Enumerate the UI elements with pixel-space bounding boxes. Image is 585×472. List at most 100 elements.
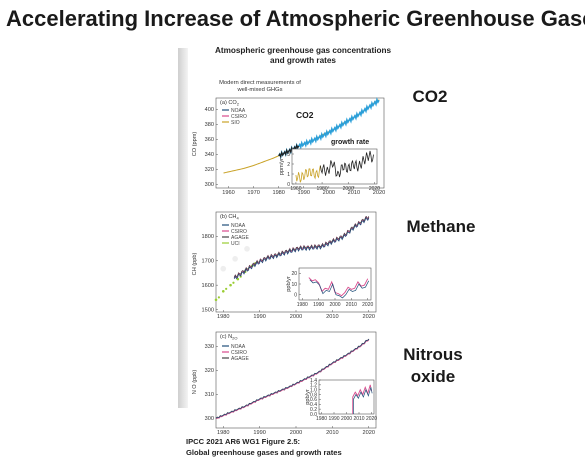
co2-y-tick-label: 300: [205, 182, 214, 188]
co2-inset-x-tick-label: 2000: [343, 186, 354, 192]
co2-inset-x-tick-label: 2020: [369, 186, 380, 192]
co2-panel: 1960 1970 1980 1990 2000 2010 2020300320340360…: [192, 97, 385, 196]
legend-label-agage: AGAGE: [231, 356, 249, 362]
ch4-y-tick-label: 1500: [202, 307, 214, 313]
subheader-line1: Modern direct measurements of: [219, 80, 301, 86]
co2-x-tick-label: 1970: [247, 190, 259, 196]
ch4-y-axis-label: CH (ppb): [192, 253, 198, 276]
subheader-line2: well-mixed GHGs: [237, 87, 283, 93]
ch4-inset-y-tick-label: 20: [291, 271, 297, 277]
co2-inset-y-axis-label: ppm/yr: [279, 158, 285, 175]
co2-y-tick-label: 380: [205, 122, 214, 128]
n2o-x-tick-label: 1980: [217, 430, 229, 436]
n2o-inset-x-tick-label: 2010: [353, 416, 364, 422]
co2-inset-series-sio: [295, 165, 322, 183]
n2o-series-csiro: [215, 339, 370, 420]
ch4-x-tick-label: 2020: [363, 314, 375, 320]
n2o-x-tick-label: 1990: [253, 430, 265, 436]
methane-panel: 1980 1990 2000 2010 20201500160017001800(b) …: [192, 211, 377, 320]
nitrous-oxide-label: Nitrous oxide: [393, 344, 473, 388]
n2o-panel-label: (c) N2O: [220, 334, 237, 341]
n2o-inset-x-tick-label: 2020: [366, 416, 377, 422]
n2o-inset-x-tick-label: 1990: [328, 416, 339, 422]
ch4-inset-x-tick-label: 2010: [346, 302, 357, 308]
co2-inset-series-noaa: [319, 150, 374, 178]
legend-label-agage: AGAGE: [231, 235, 249, 241]
n2o-inset-y-tick-label: 0.8: [310, 392, 317, 398]
co2-frame: [215, 97, 385, 189]
methane-label: Methane: [406, 217, 476, 236]
n2o-series-noaa: [215, 338, 369, 419]
caption-line2: Global greenhouse gases and growth rates: [186, 448, 342, 457]
ch4-uci-point: [236, 277, 240, 281]
n2o-x-tick-label: 2010: [326, 430, 338, 436]
nitrous-oxide-line1: Nitrous: [403, 345, 463, 364]
ch4-inset-x-tick-label: 2020: [362, 302, 373, 308]
n2o-inset-y-tick-label: 0.2: [310, 407, 317, 413]
ch4-uci-point: [225, 287, 228, 290]
n2o-inset-x-tick-label: 2000: [341, 416, 352, 422]
figure-header-line2: and growth rates: [270, 56, 336, 65]
n2o-inset-y-tick-label: 0.0: [310, 412, 317, 418]
co2-inset-y-tick-label: 0: [287, 182, 290, 188]
legend-label-noaa: NOAA: [231, 223, 246, 229]
n2o-inset-bg: [319, 380, 374, 414]
co2-inset-x-tick-label: 1980: [317, 186, 328, 192]
figure-subheader: Modern direct measurements of well-mixed…: [205, 80, 315, 94]
co2-y-tick-label: 360: [205, 137, 214, 143]
ch4-series-agage: [233, 216, 370, 278]
n2o-inset-y-axis-label: ppb/yr: [305, 389, 311, 405]
n2o-inset-y-tick-label: 1.4: [310, 378, 317, 384]
co2-y-tick-label: 340: [205, 152, 214, 158]
ch4-inset-y-tick-label: 10: [291, 282, 297, 288]
ch4-uci-point: [229, 283, 232, 287]
n2o-inset-y-tick-label: 1.0: [310, 388, 317, 394]
legend-label-sio: SIO: [231, 120, 240, 126]
legend-label-uci: UCI: [231, 241, 240, 247]
co2-x-tick-label: 1980: [272, 190, 284, 196]
ch4-uci-point: [214, 298, 218, 302]
co2-label: CO2: [412, 87, 448, 106]
co2-series-csiro: [278, 143, 300, 159]
n2o-y-tick-label: 310: [205, 392, 214, 398]
n2o-y-tick-label: 320: [205, 368, 214, 374]
n2o-inset-y-tick-label: 1.2: [310, 383, 317, 389]
legend-label-noaa: NOAA: [231, 108, 246, 114]
ch4-inset-x-tick-label: 2000: [329, 302, 340, 308]
legend-label-csiro: CSIRO: [231, 229, 247, 235]
ch4-inset-x-tick-label: 1990: [313, 302, 324, 308]
caption-line1: IPCC 2021 AR6 WG1 Figure 2.5:: [186, 437, 301, 446]
figure-header-line1: Atmospheric greenhouse gas concentration…: [214, 46, 392, 55]
legend-label-csiro: CSIRO: [231, 350, 247, 356]
n2o-y-tick-label: 300: [205, 416, 214, 422]
ch4-inset-series-csiro: [308, 277, 369, 297]
co2-panel-label: (a) CO2: [220, 100, 240, 107]
figure-caption: IPCC 2021 AR6 WG1 Figure 2.5: Global gre…: [186, 436, 446, 458]
co2-inset-y-tick-label: 3: [287, 152, 290, 158]
ch4-panel-label: (b) CH4: [220, 214, 239, 221]
ch4-y-tick-label: 1800: [202, 234, 214, 240]
ch4-x-tick-label: 1980: [217, 314, 229, 320]
ch4-inset-bg: [299, 268, 371, 300]
nitrous-oxide-line2: oxide: [410, 367, 456, 386]
figure-shadow: [178, 48, 188, 408]
ch4-y-tick-label: 1600: [202, 283, 214, 289]
growth-rate-label: growth rate: [331, 139, 369, 146]
ch4-y-tick-label: 1700: [202, 259, 214, 265]
n2o-inset-x-tick-label: 1980: [316, 416, 327, 422]
co2-x-tick-label: 1990: [298, 190, 310, 196]
n2o-x-tick-label: 2000: [290, 430, 302, 436]
co2-inset-x-tick-label: 1960: [290, 186, 301, 192]
n2o-inset-series-noaa: [353, 387, 373, 414]
ch4-x-tick-label: 2010: [326, 314, 338, 320]
co2-inline-label: CO2: [296, 110, 314, 120]
co2-inset-frame: [291, 148, 378, 185]
ch4-inset-x-tick-label: 1980: [297, 302, 308, 308]
n2o-y-tick-label: 330: [205, 344, 214, 350]
co2-x-tick-label: 2010: [348, 190, 360, 196]
n2o-inset-y-tick-label: 0.4: [310, 402, 317, 408]
n2o-y-axis-label: N O (ppb): [192, 370, 198, 395]
legend-label-noaa: NOAA: [231, 344, 246, 350]
n2o-inset-series-csiro: [352, 384, 372, 414]
